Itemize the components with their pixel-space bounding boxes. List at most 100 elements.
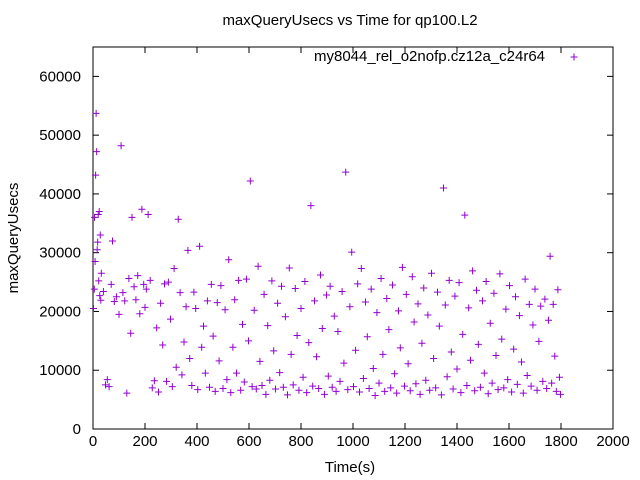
data-point (467, 356, 475, 364)
data-point (340, 359, 348, 367)
data-point (393, 389, 401, 397)
data-point (318, 325, 326, 333)
data-point (278, 282, 285, 290)
data-point (93, 148, 101, 156)
data-point (166, 315, 174, 323)
data-point (517, 358, 525, 366)
data-point (548, 379, 556, 387)
data-point (541, 295, 549, 303)
data-point (136, 310, 144, 318)
data-point (414, 300, 422, 308)
data-point (107, 280, 115, 288)
data-point (119, 289, 127, 297)
data-point (203, 297, 211, 305)
data-point (97, 296, 105, 304)
x-tick-label: 400 (184, 433, 209, 450)
data-point (163, 377, 171, 385)
data-point (231, 296, 239, 304)
data-point (332, 387, 340, 395)
data-point (381, 387, 389, 395)
data-point (141, 303, 149, 311)
data-point (279, 383, 287, 391)
y-tick-label: 10000 (39, 362, 81, 379)
data-point (439, 184, 447, 192)
data-point (549, 300, 557, 308)
data-point (537, 302, 545, 310)
data-point (211, 387, 219, 395)
data-point (453, 365, 461, 373)
data-point (281, 313, 289, 321)
data-point (94, 238, 102, 246)
data-point (363, 333, 371, 341)
data-point (523, 372, 531, 380)
data-point (239, 320, 246, 328)
data-point (435, 322, 443, 330)
data-point (430, 354, 438, 362)
data-point (213, 299, 221, 307)
data-point (445, 276, 453, 284)
data-point (426, 386, 434, 394)
data-point (207, 280, 215, 288)
data-point (391, 370, 399, 378)
data-point (225, 256, 233, 264)
data-point (551, 352, 559, 360)
data-point (521, 275, 529, 283)
data-point (93, 246, 101, 254)
x-tick-label: 1200 (388, 433, 421, 450)
data-point (180, 338, 188, 346)
data-point (371, 392, 379, 400)
data-point (198, 343, 206, 351)
data-point (554, 286, 562, 294)
data-point (482, 277, 490, 285)
data-point (240, 378, 248, 386)
data-point (342, 168, 350, 176)
data-point (258, 382, 266, 390)
data-point (527, 382, 535, 390)
data-point (502, 305, 510, 313)
data-point (134, 272, 142, 280)
data-point (488, 379, 496, 387)
data-point (248, 383, 256, 391)
x-tick-label: 1000 (336, 433, 369, 450)
data-point (219, 384, 227, 392)
data-point (484, 390, 492, 398)
data-point (285, 264, 293, 272)
data-point (205, 383, 213, 391)
data-point (157, 299, 165, 307)
data-point (447, 348, 455, 356)
x-tick-label: 200 (132, 433, 157, 450)
data-point (227, 389, 235, 397)
data-point (546, 252, 554, 260)
data-point (201, 369, 209, 377)
data-point (91, 213, 99, 221)
data-point (215, 357, 223, 365)
data-point (480, 369, 488, 377)
data-point (115, 310, 123, 318)
data-point (194, 386, 202, 394)
data-point (459, 330, 467, 338)
data-point (506, 282, 514, 290)
data-point (449, 385, 457, 393)
data-point (418, 339, 426, 347)
x-tick-label: 600 (236, 433, 261, 450)
data-point (101, 381, 109, 389)
data-point (96, 292, 104, 300)
data-point (385, 326, 393, 334)
y-tick-label: 50000 (39, 127, 81, 144)
data-point (311, 297, 319, 305)
data-point (110, 297, 118, 305)
data-point (295, 386, 303, 394)
data-point (264, 322, 272, 330)
y-tick-label: 0 (73, 421, 81, 438)
data-point (398, 263, 406, 271)
data-point (328, 383, 336, 391)
data-point (515, 312, 523, 320)
data-point (270, 347, 278, 355)
data-point (150, 377, 158, 385)
data-point (473, 286, 480, 294)
data-point (513, 380, 521, 388)
data-point (389, 281, 397, 289)
data-point (303, 389, 311, 397)
data-point (443, 373, 451, 381)
